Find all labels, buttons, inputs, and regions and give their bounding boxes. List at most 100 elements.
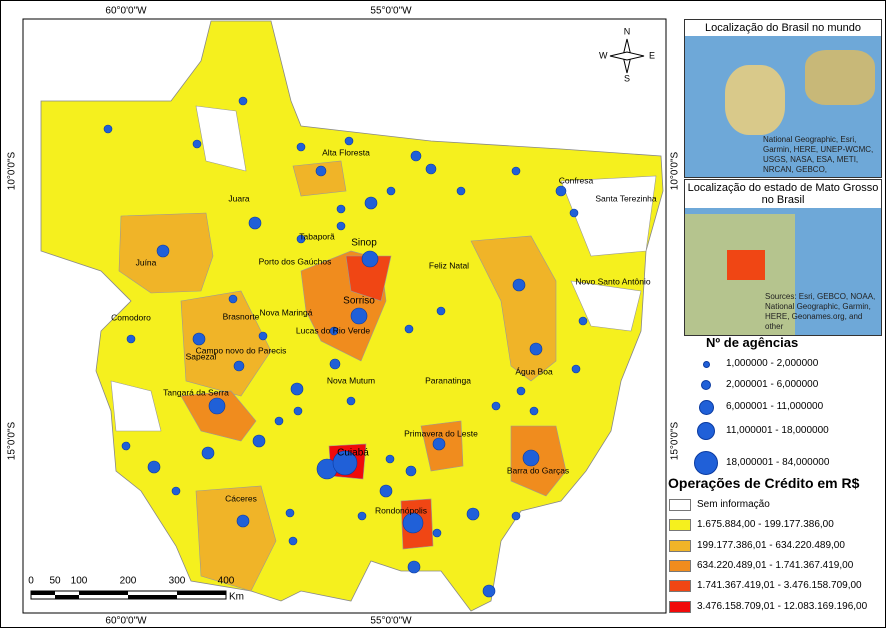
agency-dot: [491, 401, 501, 411]
agency-dot: [192, 139, 202, 149]
inset-brazil: Localização do estado de Mato Grosso no …: [684, 179, 882, 336]
legend-label: 199.177.386,01 - 634.220.489,00: [697, 539, 845, 551]
legend-swatch: [669, 519, 691, 532]
agency-dot: [456, 186, 466, 196]
inset-title: Localização do estado de Mato Grosso no …: [685, 180, 881, 208]
place-label: Rondonópolis: [375, 505, 427, 515]
agency-dot: [329, 358, 341, 370]
agency-dot: [201, 446, 215, 460]
place-label: Comodoro: [111, 312, 151, 322]
region: [195, 105, 247, 172]
place-label: Campo novo do Parecis: [196, 345, 287, 355]
place-label: Sinop: [351, 238, 377, 249]
agency-dot: [578, 316, 588, 326]
legend-title: Operações de Crédito em R$: [668, 475, 860, 491]
agency-dot: [296, 142, 306, 152]
compass-needle: [609, 51, 645, 61]
attribution: Sources: Esri, GEBCO, NOAA, National Geo…: [765, 292, 876, 331]
agency-dot: [248, 216, 262, 230]
attribution: National Geographic, Esri, Garmin, HERE,…: [763, 135, 874, 174]
agency-dot: [233, 360, 245, 372]
agency-dot: [529, 406, 539, 416]
region: [110, 380, 162, 432]
place-label: Cáceres: [225, 493, 257, 503]
agency-dot: [208, 397, 226, 415]
grid-label: 60°0'0"W: [105, 6, 147, 17]
place-label: Lucas do Rio Verde: [296, 325, 370, 335]
agency-dot: [126, 334, 136, 344]
agency-dot: [385, 454, 395, 464]
agency-dot: [258, 331, 268, 341]
agency-dot: [192, 332, 206, 346]
place-label: Água Boa: [515, 366, 553, 376]
agency-dot: [512, 278, 526, 292]
legend-label: 18,000001 - 84,000000: [726, 457, 830, 468]
agency-dot: [346, 396, 356, 406]
agency-dot: [555, 185, 567, 197]
agency-dot: [402, 512, 424, 534]
agency-dot: [329, 326, 339, 336]
region: [180, 390, 257, 442]
legend-swatch: [669, 580, 691, 593]
place-label: Primavera do Leste: [404, 428, 478, 438]
inset-title: Localização do Brasil no mundo: [685, 20, 881, 36]
scale-bar: [30, 590, 227, 600]
agency-dot: [407, 560, 421, 574]
agency-dot: [121, 441, 131, 451]
agency-dot: [522, 449, 540, 467]
scale-seg: [55, 595, 79, 599]
agency-dot: [466, 507, 480, 521]
legend-label: 11,000001 - 18,000000: [726, 425, 829, 436]
place-label: Porto dos Gaúchos: [259, 256, 332, 266]
agency-dot: [364, 196, 378, 210]
agency-dot: [432, 437, 446, 451]
agency-dot: [516, 386, 526, 396]
legend-dot: [694, 451, 718, 475]
agency-dot: [238, 96, 248, 106]
agency-dot: [315, 165, 327, 177]
compass-w: W: [599, 50, 608, 60]
agency-dot: [336, 204, 346, 214]
legend-label: 3.476.158.709,01 - 12.083.169.196,00: [697, 600, 868, 612]
agency-dot: [386, 186, 396, 196]
place-label: Alta Floresta: [322, 147, 370, 157]
agency-dot: [285, 508, 295, 518]
agency-dot: [436, 306, 446, 316]
place-label: Novo Santo Antônio: [575, 276, 650, 286]
agency-dot: [571, 364, 581, 374]
scale-label: 100: [71, 576, 88, 587]
grid-label: 60°0'0"W: [105, 616, 147, 627]
legend-label: 6,000001 - 11,000000: [726, 401, 824, 412]
scale-label: 200: [120, 576, 137, 587]
compass-s: S: [624, 73, 630, 83]
scale-label: 400: [218, 576, 235, 587]
agency-dot: [361, 250, 379, 268]
compass-e: E: [649, 50, 655, 60]
place-label: Juara: [228, 193, 250, 203]
agency-dot: [252, 434, 266, 448]
agency-dot: [511, 166, 521, 176]
place-label: Tabaporã: [299, 231, 335, 241]
place-label: Paranatinga: [425, 375, 471, 385]
grid-label: 55°0'0"W: [370, 6, 412, 17]
legend-label: 1,000000 - 2,000000: [726, 358, 819, 369]
agency-dot: [529, 342, 543, 356]
region: [560, 175, 657, 257]
legend-dot: [701, 380, 711, 390]
scale-seg: [79, 591, 128, 595]
scale-label: 300: [169, 576, 186, 587]
scale-seg: [177, 591, 226, 595]
place-label: Sorriso: [343, 296, 375, 307]
land: [805, 50, 875, 105]
place-label: Santa Terezinha: [595, 193, 657, 203]
compass: N S E W: [599, 26, 655, 83]
scale-seg: [128, 595, 177, 599]
scale-unit: Km: [229, 592, 244, 603]
agency-dot: [336, 221, 346, 231]
inset-world: Localização do Brasil no mundo National …: [684, 19, 882, 178]
agency-dot: [171, 486, 181, 496]
land: [725, 65, 785, 135]
scale-seg: [31, 591, 55, 595]
agency-dot: [482, 584, 496, 598]
